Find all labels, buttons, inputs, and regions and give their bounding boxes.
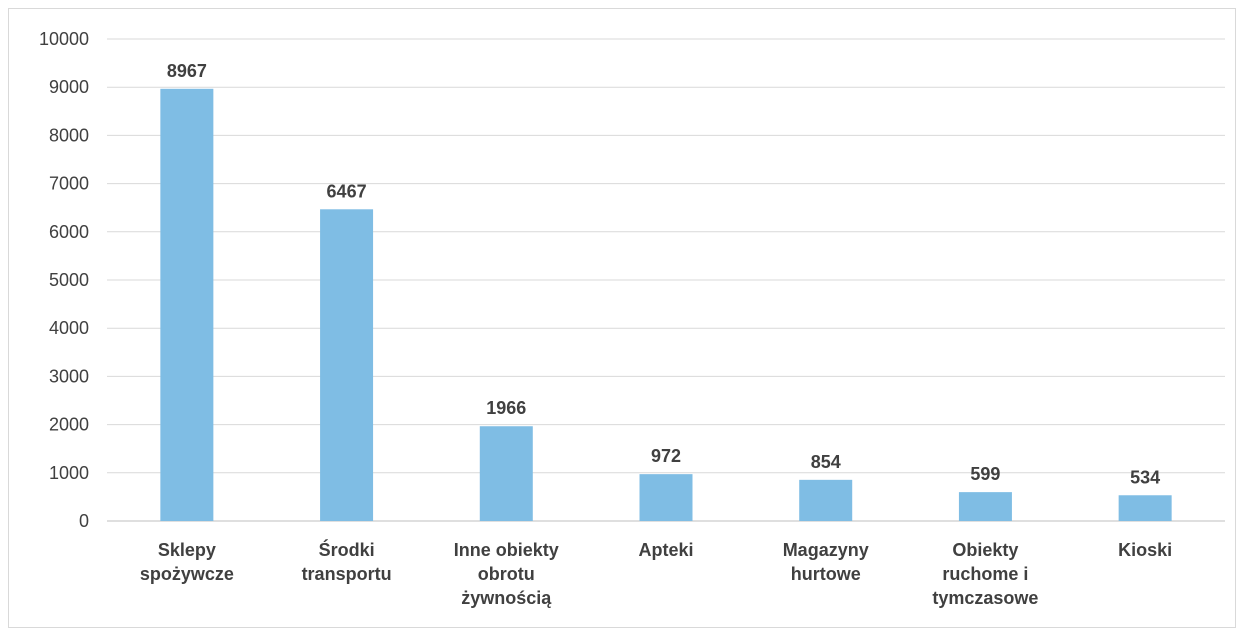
x-tick-label-line: Magazyny (783, 540, 869, 560)
x-tick-label: Apteki (638, 540, 693, 560)
x-tick-label-line: ruchome i (942, 564, 1028, 584)
y-tick-label: 4000 (49, 318, 89, 338)
x-tick-label-line: Apteki (638, 540, 693, 560)
data-label: 534 (1130, 467, 1160, 487)
y-tick-label: 0 (79, 511, 89, 531)
chart-frame: 0 1000 2000 3000 4000 5000 6000 7000 8000 9000 100… (8, 8, 1236, 628)
y-tick-label: 10000 (39, 29, 89, 49)
x-tick-label-line: Kioski (1118, 540, 1172, 560)
x-tick-label: Kioski (1118, 540, 1172, 560)
x-tick-label-line: Inne obiekty (454, 540, 559, 560)
x-tick-label: Magazyny hurtowe (783, 540, 869, 584)
gridlines (107, 38, 1225, 522)
x-axis-ticks: Sklepy spożywcze Środki transportu Inne obie… (140, 539, 1172, 608)
data-label: 972 (651, 446, 681, 466)
bar (799, 479, 853, 521)
y-tick-label: 5000 (49, 270, 89, 290)
data-label: 8967 (167, 61, 207, 81)
x-tick-label-line: Obiekty (952, 540, 1018, 560)
y-tick-label: 3000 (49, 366, 89, 386)
data-labels: 8967 6467 1966 972 854 599 534 (167, 61, 1160, 487)
bar-chart: 0 1000 2000 3000 4000 5000 6000 7000 8000 9000 100… (39, 29, 1225, 608)
data-label: 6467 (327, 181, 367, 201)
data-label: 599 (970, 464, 1000, 484)
y-tick-label: 6000 (49, 222, 89, 242)
y-axis-ticks: 0 1000 2000 3000 4000 5000 6000 7000 8000 9000 100… (39, 29, 89, 531)
y-tick-label: 7000 (49, 174, 89, 194)
bar (1118, 495, 1172, 521)
x-tick-label-line: Sklepy (158, 540, 216, 560)
bar (958, 492, 1012, 521)
x-tick-label: Środki transportu (302, 539, 392, 584)
data-label: 854 (811, 452, 841, 472)
bars (160, 88, 1172, 522)
x-tick-label-line: Środki (319, 539, 375, 560)
x-tick-label: Inne obiekty obrotu żywnością (454, 540, 559, 608)
bar (320, 209, 374, 522)
x-tick-label-line: hurtowe (791, 564, 861, 584)
y-tick-label: 2000 (49, 415, 89, 435)
x-tick-label-line: spożywcze (140, 564, 234, 584)
y-tick-label: 1000 (49, 463, 89, 483)
x-tick-label-line: transportu (302, 564, 392, 584)
x-tick-label: Obiekty ruchome i tymczasowe (932, 540, 1038, 608)
x-tick-label-line: żywnością (461, 588, 552, 608)
x-tick-label-line: obrotu (478, 564, 535, 584)
bar (479, 426, 533, 521)
data-label: 1966 (486, 398, 526, 418)
x-tick-label: Sklepy spożywcze (140, 540, 234, 584)
y-tick-label: 8000 (49, 125, 89, 145)
x-tick-label-line: tymczasowe (932, 588, 1038, 608)
y-tick-label: 9000 (49, 77, 89, 97)
bar (160, 88, 214, 522)
bar (639, 474, 693, 521)
